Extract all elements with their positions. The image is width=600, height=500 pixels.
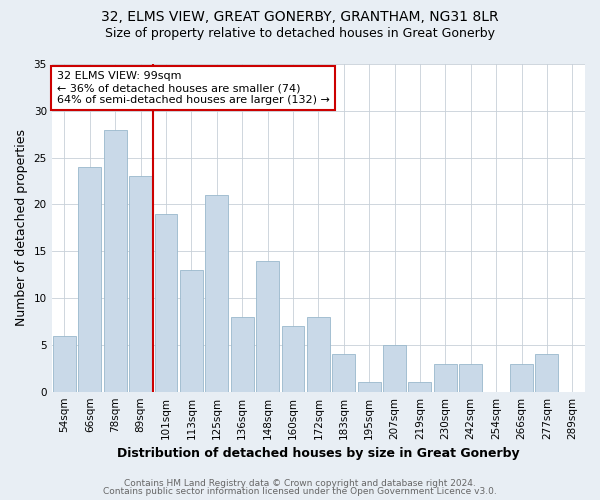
Bar xyxy=(79,167,101,392)
Bar xyxy=(307,317,330,392)
Bar xyxy=(510,364,533,392)
Bar xyxy=(180,270,203,392)
Bar xyxy=(129,176,152,392)
Bar xyxy=(53,336,76,392)
Bar xyxy=(155,214,178,392)
Bar xyxy=(205,195,228,392)
Bar xyxy=(358,382,380,392)
Bar xyxy=(256,260,279,392)
X-axis label: Distribution of detached houses by size in Great Gonerby: Distribution of detached houses by size … xyxy=(117,447,520,460)
Text: 32, ELMS VIEW, GREAT GONERBY, GRANTHAM, NG31 8LR: 32, ELMS VIEW, GREAT GONERBY, GRANTHAM, … xyxy=(101,10,499,24)
Bar xyxy=(535,354,559,392)
Text: Size of property relative to detached houses in Great Gonerby: Size of property relative to detached ho… xyxy=(105,28,495,40)
Bar xyxy=(383,345,406,392)
Bar xyxy=(231,317,254,392)
Bar xyxy=(434,364,457,392)
Y-axis label: Number of detached properties: Number of detached properties xyxy=(15,130,28,326)
Text: Contains public sector information licensed under the Open Government Licence v3: Contains public sector information licen… xyxy=(103,487,497,496)
Bar xyxy=(281,326,304,392)
Text: Contains HM Land Registry data © Crown copyright and database right 2024.: Contains HM Land Registry data © Crown c… xyxy=(124,478,476,488)
Text: 32 ELMS VIEW: 99sqm
← 36% of detached houses are smaller (74)
64% of semi-detach: 32 ELMS VIEW: 99sqm ← 36% of detached ho… xyxy=(57,72,329,104)
Bar xyxy=(332,354,355,392)
Bar xyxy=(459,364,482,392)
Bar xyxy=(409,382,431,392)
Bar xyxy=(104,130,127,392)
